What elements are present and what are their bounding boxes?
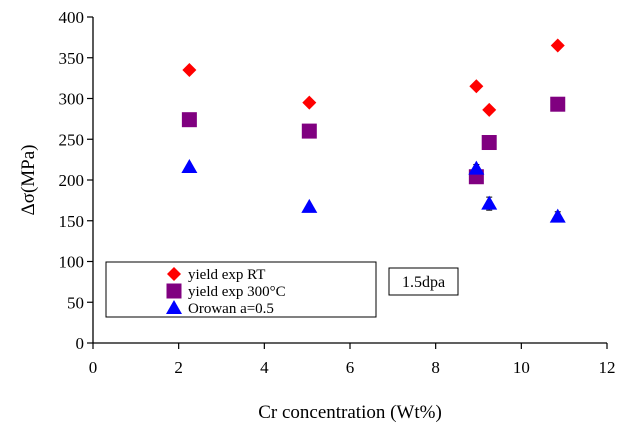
y-tick-label: 50 (67, 293, 84, 312)
data-point (181, 112, 197, 128)
x-tick-label: 2 (174, 358, 183, 377)
y-tick-label: 150 (59, 212, 85, 231)
legend-marker (167, 267, 181, 281)
y-tick-label: 0 (76, 334, 85, 353)
data-point (468, 160, 485, 175)
data-point (301, 198, 318, 213)
y-tick-label: 250 (59, 130, 85, 149)
series-diamond (182, 38, 565, 117)
x-tick-label: 8 (431, 358, 440, 377)
x-tick-label: 6 (346, 358, 355, 377)
series-triangle (181, 158, 566, 223)
data-point (481, 135, 497, 151)
x-axis-title: Cr concentration (Wt%) (258, 402, 442, 423)
data-point (182, 62, 197, 77)
x-tick-label: 4 (260, 358, 269, 377)
data-point (481, 195, 498, 210)
data-markers (181, 38, 566, 223)
legend-label: yield exp RT (188, 267, 265, 283)
legend-marker (166, 283, 182, 299)
legend-box (105, 261, 377, 318)
x-tick-label: 0 (89, 358, 98, 377)
data-point (181, 158, 198, 173)
annotation-text: 1.5dpa (402, 274, 445, 291)
y-tick-label: 100 (59, 253, 85, 272)
x-axis-ticks: 0 2 4 6 8 10 12 (89, 343, 616, 377)
legend-label: yield exp 300°C (188, 284, 286, 300)
legend-item: Orowan a=0.5 (166, 300, 274, 317)
y-tick-label: 300 (59, 90, 85, 109)
y-tick-label: 350 (59, 49, 85, 68)
data-point (302, 95, 317, 110)
legend-marker (166, 300, 182, 314)
y-axis-ticks: 0 50 100 150 200 250 300 350 400 (59, 8, 93, 353)
data-point (482, 102, 497, 117)
legend-item: yield exp RT (167, 267, 265, 283)
data-point (301, 123, 317, 139)
annotation-box: 1.5dpa (388, 267, 459, 296)
legend-label: Orowan a=0.5 (188, 301, 274, 317)
y-tick-label: 200 (59, 171, 85, 190)
y-tick-label: 400 (59, 8, 85, 27)
annotation-frame (388, 267, 459, 296)
data-point (469, 79, 484, 94)
x-tick-label: 12 (599, 358, 616, 377)
data-point (549, 208, 566, 223)
data-point (550, 38, 565, 53)
legend-item: yield exp 300°C (166, 283, 286, 300)
plot-area: 0 50 100 150 200 250 300 350 400 0 2 4 6 8 10 12 (59, 8, 616, 377)
data-point (550, 96, 566, 112)
y-axis-title: Δσ(MPa) (18, 144, 39, 215)
series-square (181, 96, 566, 185)
x-tick-label: 10 (513, 358, 530, 377)
